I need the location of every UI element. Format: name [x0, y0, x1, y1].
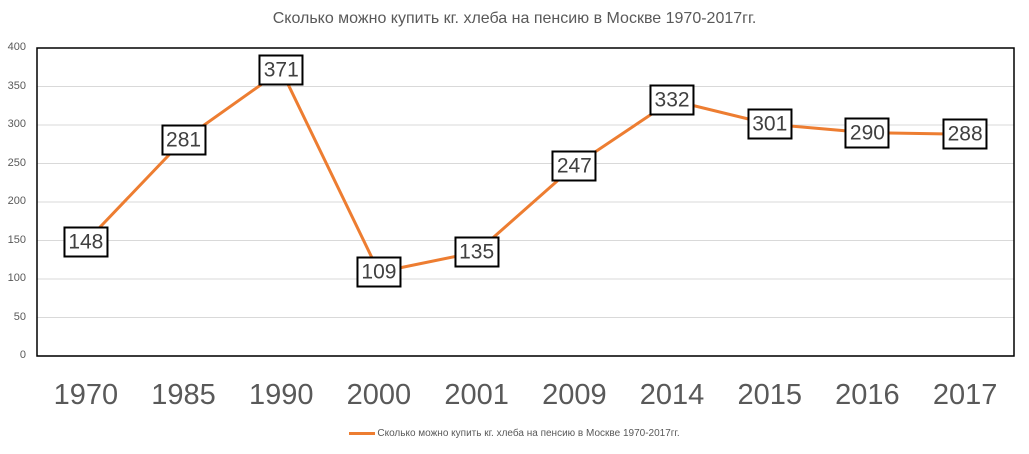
- data-label: 247: [551, 150, 597, 182]
- x-tick-label: 1970: [53, 379, 119, 411]
- legend: Сколько можно купить кг. хлеба на пенсию…: [0, 428, 1029, 439]
- x-tick-label: 1990: [248, 379, 314, 411]
- data-label: 288: [942, 118, 988, 150]
- y-tick-label: 100: [7, 272, 26, 284]
- y-tick-label: 300: [7, 118, 26, 130]
- data-label: 281: [161, 124, 207, 156]
- data-label: 148: [63, 226, 109, 258]
- x-tick-label: 2014: [639, 379, 705, 411]
- x-tick-label: 2009: [542, 379, 607, 411]
- x-tick-label: 2017: [932, 379, 998, 411]
- data-label: 332: [649, 84, 695, 116]
- plot-border: [36, 47, 1015, 357]
- data-label: 135: [454, 236, 500, 268]
- y-tick-label: 150: [7, 233, 26, 246]
- legend-line-icon: [349, 432, 376, 435]
- x-tick-label: 2015: [737, 379, 802, 411]
- data-label: 371: [258, 54, 304, 86]
- y-tick-label: 0: [19, 349, 26, 361]
- data-label: 301: [747, 108, 793, 140]
- x-tick-label: 2001: [444, 379, 509, 411]
- data-label: 109: [356, 256, 402, 288]
- y-tick-label: 200: [7, 195, 26, 207]
- y-tick-label: 350: [7, 79, 26, 92]
- legend-label: Сколько можно купить кг. хлеба на пенсию…: [377, 428, 680, 439]
- y-tick-label: 50: [13, 310, 26, 323]
- x-tick-label: 1985: [151, 379, 216, 411]
- y-tick-label: 400: [7, 41, 26, 53]
- x-tick-label: 2000: [346, 379, 412, 411]
- data-label: 290: [844, 117, 890, 149]
- chart-title: Сколько можно купить кг. хлеба на пенсию…: [272, 10, 757, 27]
- series-line: [84, 68, 966, 274]
- y-tick-label: 250: [7, 156, 26, 169]
- x-tick-label: 2016: [835, 379, 900, 411]
